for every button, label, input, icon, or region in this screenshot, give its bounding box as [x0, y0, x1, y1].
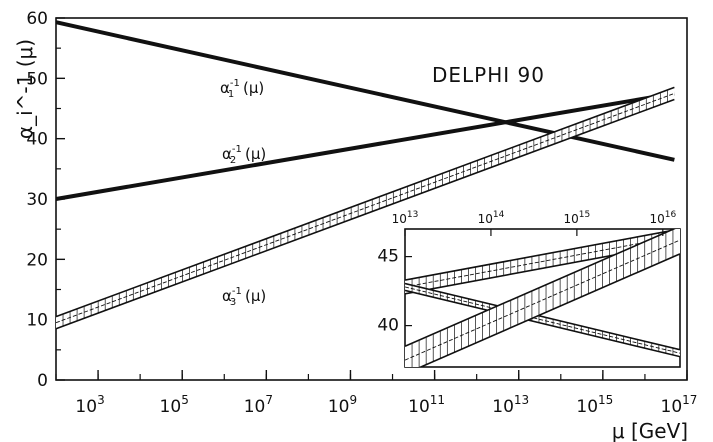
series-label: α-1 3 (μ)	[222, 286, 266, 308]
series-3	[55, 86, 675, 330]
inset-x-tick-label: 1015	[564, 210, 591, 226]
y-tick-label: 0	[37, 371, 48, 391]
y-tick-label: 40	[26, 130, 48, 150]
series-band-lower	[405, 289, 680, 358]
chart-title: DELPHI 90	[432, 63, 545, 87]
series-band-upper	[405, 282, 680, 351]
x-tick-label: 109	[328, 393, 357, 417]
y-tick-label: 30	[26, 190, 48, 210]
x-tick-label: 1011	[408, 393, 445, 417]
y-tick-label: 10	[26, 311, 48, 331]
series-line	[55, 91, 675, 201]
y-axis-label: α_i^-1 (μ)	[13, 39, 37, 139]
series-2	[55, 91, 675, 201]
series-band-lower	[55, 98, 675, 330]
y-tick-label: 20	[26, 250, 48, 270]
x-tick-label: 1017	[661, 393, 698, 417]
series-band-lower	[418, 253, 680, 367]
inset-y-tick-label: 45	[377, 247, 399, 267]
series-band-center	[55, 92, 675, 324]
series-label: α-1 1 (μ)	[220, 78, 264, 100]
series-band-upper	[405, 229, 676, 348]
x-axis-label: μ [GeV]	[612, 419, 688, 442]
y-tick-label: 50	[26, 69, 48, 89]
series-band-fill	[405, 229, 680, 367]
inset-y-tick-label: 40	[377, 316, 399, 336]
inset-series-3	[405, 229, 680, 367]
inset-x-tick-label: 1014	[478, 210, 505, 226]
x-tick-label: 105	[160, 393, 189, 417]
series-band-upper	[405, 229, 680, 281]
series-label: α-1 2 (μ)	[222, 144, 266, 166]
y-tick-label: 60	[26, 9, 48, 29]
x-tick-label: 1013	[492, 393, 529, 417]
series-line	[55, 20, 675, 162]
inset-plot	[405, 229, 680, 367]
x-tick-label: 103	[75, 393, 104, 417]
inset-x-tick-label: 1016	[649, 210, 676, 226]
inset-x-tick-label: 1013	[392, 210, 419, 226]
x-tick-label: 1015	[576, 393, 613, 417]
x-tick-label: 107	[244, 393, 273, 417]
series-1	[55, 20, 675, 162]
series-band-center	[405, 239, 680, 361]
series-band-center	[405, 235, 680, 288]
series-band-center	[405, 286, 680, 354]
